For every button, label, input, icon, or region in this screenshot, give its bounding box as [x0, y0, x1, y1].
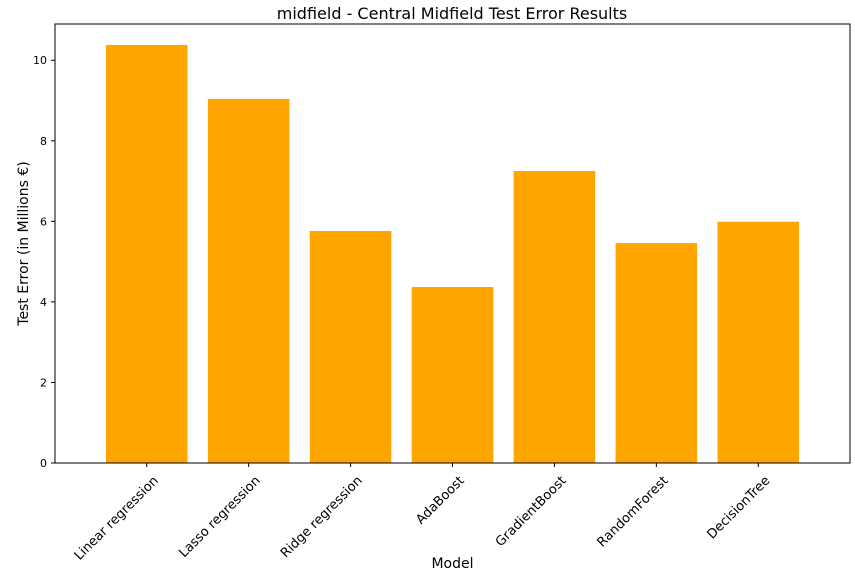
x-axis: Linear regression Lasso regression Ridge r… — [72, 463, 773, 563]
bar-ridge-regression — [309, 231, 392, 463]
x-tick-label: DecisionTree — [704, 473, 773, 542]
y-tick-label: 2 — [40, 376, 47, 389]
chart-title: midfield - Central Midfield Test Error R… — [277, 4, 627, 23]
bar-gradientboost — [513, 171, 596, 464]
x-axis-label: Model — [431, 556, 473, 572]
y-tick-label: 6 — [40, 215, 47, 228]
y-tick-label: 10 — [33, 54, 47, 67]
bar-decisiontree — [717, 221, 800, 463]
y-axis-label: Test Error (in Millions €) — [16, 161, 32, 326]
bar-lasso-regression — [207, 98, 290, 463]
bar-randomforest — [615, 243, 698, 463]
plot-frame — [54, 23, 851, 464]
x-tick-label: RandomForest — [595, 473, 672, 550]
x-tick-label: Lasso regression — [176, 473, 263, 560]
x-tick-label: AdaBoost — [413, 473, 467, 527]
y-tick-label: 4 — [40, 296, 47, 309]
y-tick-label: 8 — [40, 135, 47, 148]
y-axis: 0 2 4 6 8 10 — [33, 54, 55, 470]
bar-linear-regression — [105, 44, 188, 464]
bar-adaboost — [411, 286, 494, 463]
x-tick-label: Ridge regression — [278, 473, 366, 561]
x-tick-label: GradientBoost — [493, 473, 570, 550]
x-tick-label: Linear regression — [72, 473, 162, 563]
y-tick-label: 0 — [40, 457, 47, 470]
bars-layer — [105, 44, 800, 464]
